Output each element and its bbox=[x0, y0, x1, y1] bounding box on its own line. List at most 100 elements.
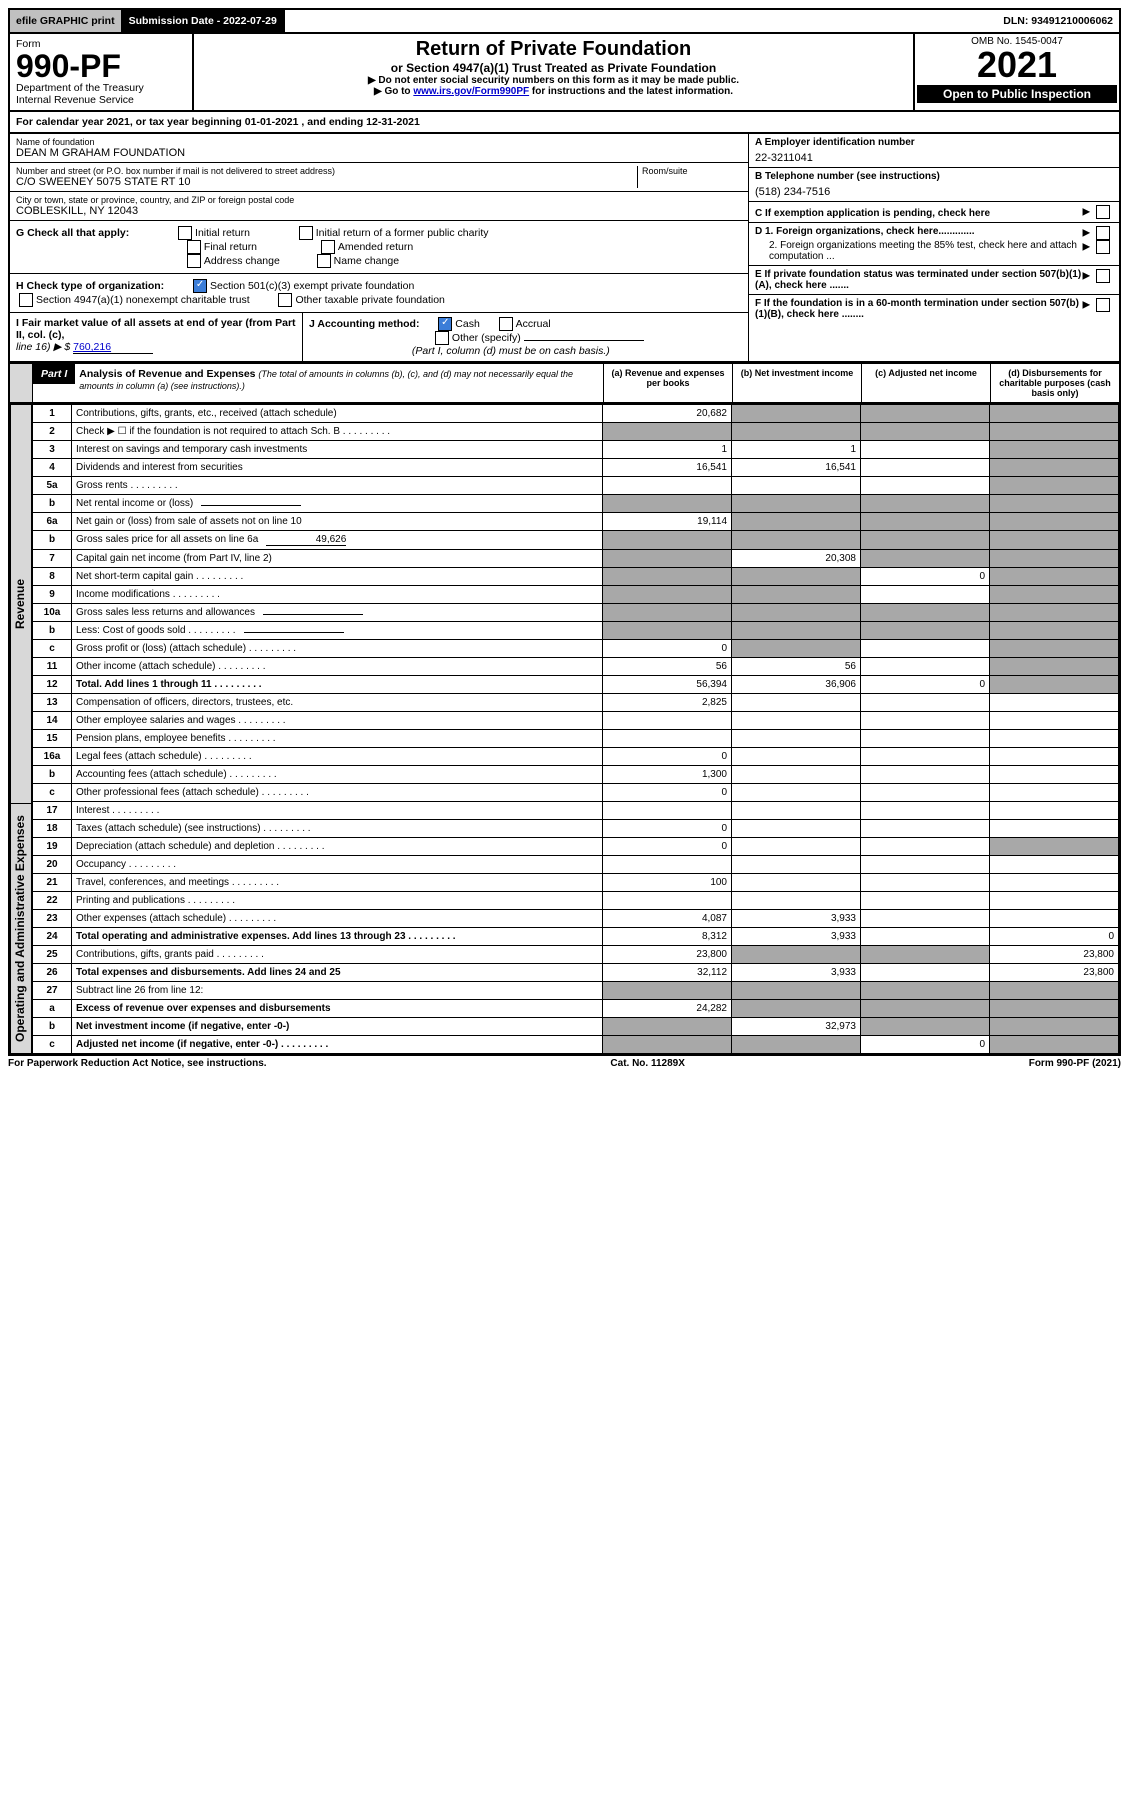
value-cell bbox=[861, 946, 990, 964]
table-row: 14Other employee salaries and wages . . … bbox=[33, 712, 1119, 730]
value-cell bbox=[603, 712, 732, 730]
opt-accrual: Accrual bbox=[516, 318, 551, 330]
checkbox-d1[interactable] bbox=[1096, 226, 1110, 240]
checkbox-other-method[interactable] bbox=[435, 331, 449, 345]
row-number: b bbox=[33, 531, 72, 550]
row-number: 23 bbox=[33, 910, 72, 928]
row-description: Other employee salaries and wages . . . … bbox=[72, 712, 603, 730]
checkbox-address-change[interactable] bbox=[187, 254, 201, 268]
value-cell bbox=[990, 856, 1119, 874]
row-description: Travel, conferences, and meetings . . . … bbox=[72, 874, 603, 892]
value-cell bbox=[990, 405, 1119, 423]
row-number: 4 bbox=[33, 459, 72, 477]
row-number: 21 bbox=[33, 874, 72, 892]
value-cell: 100 bbox=[603, 874, 732, 892]
row-number: a bbox=[33, 1000, 72, 1018]
row-description: Gross sales price for all assets on line… bbox=[72, 531, 603, 550]
row-description: Excess of revenue over expenses and disb… bbox=[72, 1000, 603, 1018]
table-row: 7Capital gain net income (from Part IV, … bbox=[33, 550, 1119, 568]
checkbox-cash[interactable] bbox=[438, 317, 452, 331]
city-value: COBLESKILL, NY 12043 bbox=[16, 205, 742, 217]
address-cell: Number and street (or P.O. box number if… bbox=[16, 166, 637, 188]
col-d-header: (d) Disbursements for charitable purpose… bbox=[990, 364, 1119, 402]
dept-treasury: Department of the Treasury bbox=[16, 82, 186, 94]
row-description: Total operating and administrative expen… bbox=[72, 928, 603, 946]
value-cell: 2,825 bbox=[603, 694, 732, 712]
value-cell: 0 bbox=[603, 838, 732, 856]
checkbox-other-taxable[interactable] bbox=[278, 293, 292, 307]
checkbox-name-change[interactable] bbox=[317, 254, 331, 268]
checkbox-accrual[interactable] bbox=[499, 317, 513, 331]
checkbox-f[interactable] bbox=[1096, 298, 1110, 312]
row-description: Compensation of officers, directors, tru… bbox=[72, 694, 603, 712]
value-cell bbox=[861, 495, 990, 513]
checkbox-initial-former[interactable] bbox=[299, 226, 313, 240]
col-c-header: (c) Adjusted net income bbox=[861, 364, 990, 402]
checkbox-4947[interactable] bbox=[19, 293, 33, 307]
i-fmv-value[interactable]: 760,216 bbox=[73, 341, 153, 354]
value-cell bbox=[732, 838, 861, 856]
row-description: Dividends and interest from securities bbox=[72, 459, 603, 477]
value-cell: 0 bbox=[861, 568, 990, 586]
table-row: bGross sales price for all assets on lin… bbox=[33, 531, 1119, 550]
checkbox-initial-return[interactable] bbox=[178, 226, 192, 240]
opt-address-change: Address change bbox=[204, 255, 280, 267]
table-row: 22Printing and publications . . . . . . … bbox=[33, 892, 1119, 910]
value-cell bbox=[603, 622, 732, 640]
f-label: F If the foundation is in a 60-month ter… bbox=[755, 298, 1083, 320]
value-cell: 23,800 bbox=[990, 946, 1119, 964]
form-number: 990-PF bbox=[16, 50, 186, 82]
table-row: cOther professional fees (attach schedul… bbox=[33, 784, 1119, 802]
checkbox-501c3[interactable] bbox=[193, 279, 207, 293]
value-cell: 0 bbox=[861, 676, 990, 694]
value-cell bbox=[990, 658, 1119, 676]
efile-print-button[interactable]: efile GRAPHIC print bbox=[10, 10, 123, 32]
table-row: 18Taxes (attach schedule) (see instructi… bbox=[33, 820, 1119, 838]
row-description: Check ▶ ☐ if the foundation is not requi… bbox=[72, 423, 603, 441]
i-label: I Fair market value of all assets at end… bbox=[16, 317, 296, 341]
value-cell bbox=[732, 784, 861, 802]
checkbox-c[interactable] bbox=[1096, 205, 1110, 219]
value-cell bbox=[732, 568, 861, 586]
part1-tag: Part I bbox=[33, 364, 75, 384]
value-cell bbox=[732, 892, 861, 910]
checkbox-e[interactable] bbox=[1096, 269, 1110, 283]
value-cell bbox=[732, 874, 861, 892]
table-row: 19Depreciation (attach schedule) and dep… bbox=[33, 838, 1119, 856]
table-row: bAccounting fees (attach schedule) . . .… bbox=[33, 766, 1119, 784]
f-cell: F If the foundation is in a 60-month ter… bbox=[749, 294, 1119, 323]
page-footer: For Paperwork Reduction Act Notice, see … bbox=[8, 1056, 1121, 1071]
value-cell: 4,087 bbox=[603, 910, 732, 928]
value-cell bbox=[603, 586, 732, 604]
row-description: Taxes (attach schedule) (see instruction… bbox=[72, 820, 603, 838]
value-cell bbox=[990, 513, 1119, 531]
row-number: b bbox=[33, 766, 72, 784]
g-label: G Check all that apply: bbox=[16, 227, 129, 239]
row-description: Depreciation (attach schedule) and deple… bbox=[72, 838, 603, 856]
row-description: Net short-term capital gain . . . . . . … bbox=[72, 568, 603, 586]
value-cell: 19,114 bbox=[603, 513, 732, 531]
value-cell bbox=[603, 550, 732, 568]
section-g: G Check all that apply: Initial return I… bbox=[10, 220, 748, 273]
value-cell bbox=[990, 441, 1119, 459]
value-cell bbox=[861, 423, 990, 441]
value-cell: 20,682 bbox=[603, 405, 732, 423]
table-row: 26Total expenses and disbursements. Add … bbox=[33, 964, 1119, 982]
checkbox-amended[interactable] bbox=[321, 240, 335, 254]
room-cell: Room/suite bbox=[637, 166, 742, 188]
table-row: 17Interest . . . . . . . . . bbox=[33, 802, 1119, 820]
table-row: 16aLegal fees (attach schedule) . . . . … bbox=[33, 748, 1119, 766]
opt-initial-former: Initial return of a former public charit… bbox=[316, 227, 489, 239]
row-number: 25 bbox=[33, 946, 72, 964]
table-row: 20Occupancy . . . . . . . . . bbox=[33, 856, 1119, 874]
d2-label: 2. Foreign organizations meeting the 85%… bbox=[755, 240, 1083, 262]
value-cell bbox=[990, 820, 1119, 838]
table-row: 11Other income (attach schedule) . . . .… bbox=[33, 658, 1119, 676]
value-cell bbox=[990, 604, 1119, 622]
table-row: 10aGross sales less returns and allowanc… bbox=[33, 604, 1119, 622]
col-a-header: (a) Revenue and expenses per books bbox=[603, 364, 732, 402]
checkbox-d2[interactable] bbox=[1096, 240, 1110, 254]
checkbox-final-return[interactable] bbox=[187, 240, 201, 254]
form990pf-link[interactable]: www.irs.gov/Form990PF bbox=[413, 86, 529, 97]
value-cell bbox=[603, 1036, 732, 1054]
